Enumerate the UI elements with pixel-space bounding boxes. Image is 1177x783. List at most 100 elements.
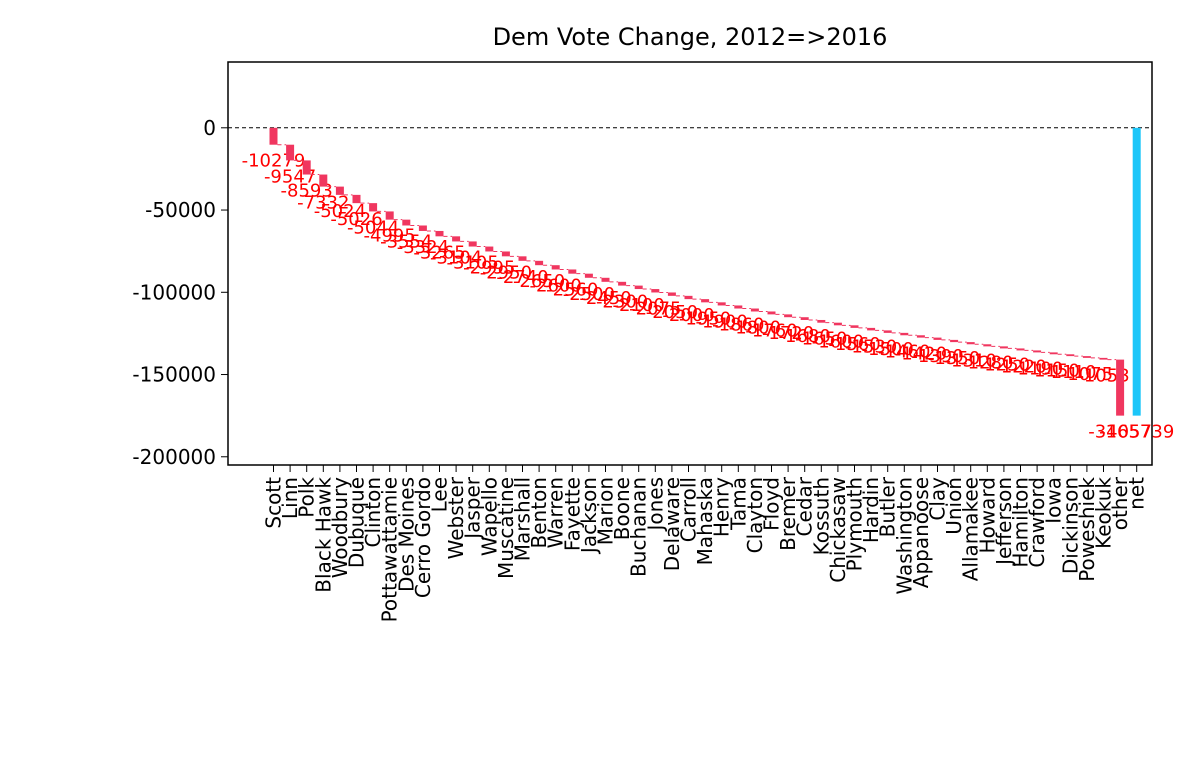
plot-area: -10279-9547-8593-7332-5024-5026-5044-499… xyxy=(228,127,1174,443)
bar xyxy=(1132,127,1141,416)
y-tick-label: -150000 xyxy=(132,363,216,387)
x-tick-label: Bremer xyxy=(776,476,800,551)
data-label: -4995 xyxy=(364,226,416,247)
bar xyxy=(667,292,676,296)
x-tick-label: Lee xyxy=(428,477,452,512)
data-label: -1950 xyxy=(679,308,731,329)
data-label: -1190 xyxy=(1011,358,1063,379)
bar xyxy=(501,251,510,257)
data-label: -2560 xyxy=(546,280,598,301)
x-tick-label: Mahaska xyxy=(693,477,717,565)
data-label: -34057 xyxy=(1088,422,1152,443)
data-label: -2050 xyxy=(646,302,698,323)
data-label: -2300 xyxy=(596,292,648,313)
data-label: -2000 xyxy=(662,305,714,326)
data-label: -1860 xyxy=(712,315,764,336)
data-label: -1680 xyxy=(779,326,831,347)
data-label: -2950 xyxy=(480,262,532,283)
x-tick-label: Crawford xyxy=(1025,477,1049,568)
data-label: -2740 xyxy=(496,267,548,288)
data-label: -1110 xyxy=(1044,362,1096,383)
x-tick-label: Muscatine xyxy=(494,477,518,579)
x-tick-label: Chickasaw xyxy=(826,477,850,583)
x-tick-label: Black Hawk xyxy=(311,477,335,593)
data-label: -1800 xyxy=(729,317,781,338)
data-label: -5026 xyxy=(330,209,382,230)
bar xyxy=(1099,357,1108,360)
y-tick-label: -100000 xyxy=(132,280,216,304)
bar xyxy=(584,273,593,278)
bar xyxy=(900,332,909,336)
bar xyxy=(418,225,427,231)
bar xyxy=(983,344,992,347)
x-tick-label: Jones xyxy=(643,477,667,533)
bar xyxy=(286,144,295,161)
data-label: -1500 xyxy=(862,339,914,360)
bar xyxy=(767,311,776,315)
x-tick-label: Benton xyxy=(527,477,551,548)
x-tick-label: Webster xyxy=(444,476,468,559)
bar xyxy=(1116,359,1125,416)
x-tick-label: Henry xyxy=(710,477,734,537)
x-tick-label: Clayton xyxy=(743,477,767,553)
bar xyxy=(369,203,378,212)
bar xyxy=(916,335,925,338)
bar xyxy=(568,269,577,274)
x-tick-label: Plymouth xyxy=(843,477,867,571)
data-label: -3554 xyxy=(380,231,432,252)
bar xyxy=(468,241,477,247)
x-tick-label: Union xyxy=(942,477,966,535)
bar xyxy=(966,342,975,345)
bar xyxy=(1033,350,1042,353)
data-label: -1650 xyxy=(795,329,847,350)
x-tick-label: Carroll xyxy=(677,477,701,542)
data-label: -165739 xyxy=(1099,422,1174,443)
x-tick-label: Delaware xyxy=(660,477,684,571)
x-tick-label: Dubuque xyxy=(345,477,369,568)
bar xyxy=(833,322,842,326)
x-tick-label: Marshall xyxy=(511,477,535,561)
bar xyxy=(535,260,544,266)
data-label: -1530 xyxy=(845,336,897,357)
data-label: -1720 xyxy=(762,323,814,344)
plot-frame xyxy=(227,61,1153,466)
x-tick-label: Woodbury xyxy=(328,477,352,578)
bar xyxy=(1016,348,1025,351)
data-label: -1560 xyxy=(828,334,880,355)
data-label: -5044 xyxy=(347,217,399,238)
data-label: -1460 xyxy=(878,341,930,362)
data-label: -3105 xyxy=(447,253,499,274)
bar xyxy=(850,325,859,328)
data-label: -2450 xyxy=(579,288,631,309)
x-tick-label: Cerro Gordo xyxy=(411,477,435,598)
bar xyxy=(784,314,793,318)
data-label: -1250 xyxy=(978,354,1030,375)
x-tick-label: Hardin xyxy=(859,477,883,543)
data-label: -3324 xyxy=(397,237,449,258)
y-tick-label: -200000 xyxy=(132,445,216,469)
data-label: -1420 xyxy=(895,344,947,365)
x-tick-label: Jackson xyxy=(577,477,601,555)
chart-title: Dem Vote Change, 2012=>2016 xyxy=(493,23,888,51)
bar xyxy=(518,256,527,261)
x-tick-label: Warren xyxy=(544,477,568,548)
bar xyxy=(684,295,693,300)
x-tick-label: Iowa xyxy=(1042,477,1066,524)
x-tick-label: Poweshiek xyxy=(1075,477,1099,582)
data-label: -1900 xyxy=(696,311,748,332)
bar xyxy=(750,308,759,312)
bar xyxy=(717,302,726,306)
data-label: -1280 xyxy=(961,352,1013,373)
data-label: -1760 xyxy=(745,320,797,341)
data-label: -3104 xyxy=(430,247,482,268)
data-label: -2600 xyxy=(530,275,582,296)
x-tick-label: other xyxy=(1108,476,1132,530)
data-label: -2075 xyxy=(629,298,681,319)
bar xyxy=(269,127,278,145)
bar xyxy=(452,236,461,242)
data-label: -1150 xyxy=(1028,360,1080,381)
data-label: -3265 xyxy=(413,242,465,263)
data-label: -1390 xyxy=(911,346,963,367)
bar xyxy=(933,337,942,340)
